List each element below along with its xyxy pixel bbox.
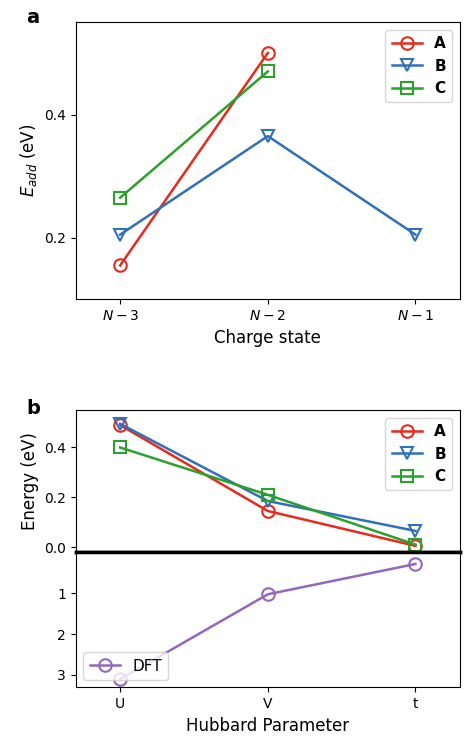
C	[413, 540, 419, 549]
B	[413, 526, 419, 535]
Line: C: C	[114, 441, 422, 551]
C	[117, 193, 123, 202]
Y-axis label: $E_{add}$ (eV): $E_{add}$ (eV)	[18, 124, 39, 197]
B	[117, 231, 123, 239]
Line: A: A	[114, 419, 422, 552]
B	[265, 497, 271, 505]
A	[413, 542, 419, 551]
A	[117, 261, 123, 270]
Legend: A, B, C: A, B, C	[385, 30, 452, 102]
A	[117, 420, 123, 429]
C	[265, 491, 271, 500]
X-axis label: Hubbard Parameter: Hubbard Parameter	[186, 717, 349, 735]
Line: B: B	[114, 418, 422, 537]
Legend: DFT: DFT	[83, 653, 168, 680]
Line: C: C	[114, 65, 274, 204]
B	[265, 132, 271, 140]
A	[265, 506, 271, 515]
Line: DFT: DFT	[114, 558, 422, 685]
Text: b: b	[26, 399, 40, 418]
DFT	[413, 559, 419, 568]
C	[265, 67, 271, 76]
X-axis label: Charge state: Charge state	[214, 329, 321, 347]
B	[117, 420, 123, 429]
DFT	[265, 590, 271, 599]
Legend: A, B, C: A, B, C	[385, 418, 452, 490]
B	[413, 231, 419, 239]
Line: B: B	[114, 130, 422, 241]
Text: a: a	[26, 8, 39, 27]
A	[265, 49, 271, 58]
DFT	[117, 675, 123, 684]
C	[117, 443, 123, 452]
Y-axis label: Energy (eV): Energy (eV)	[21, 432, 39, 530]
Line: A: A	[114, 47, 274, 272]
